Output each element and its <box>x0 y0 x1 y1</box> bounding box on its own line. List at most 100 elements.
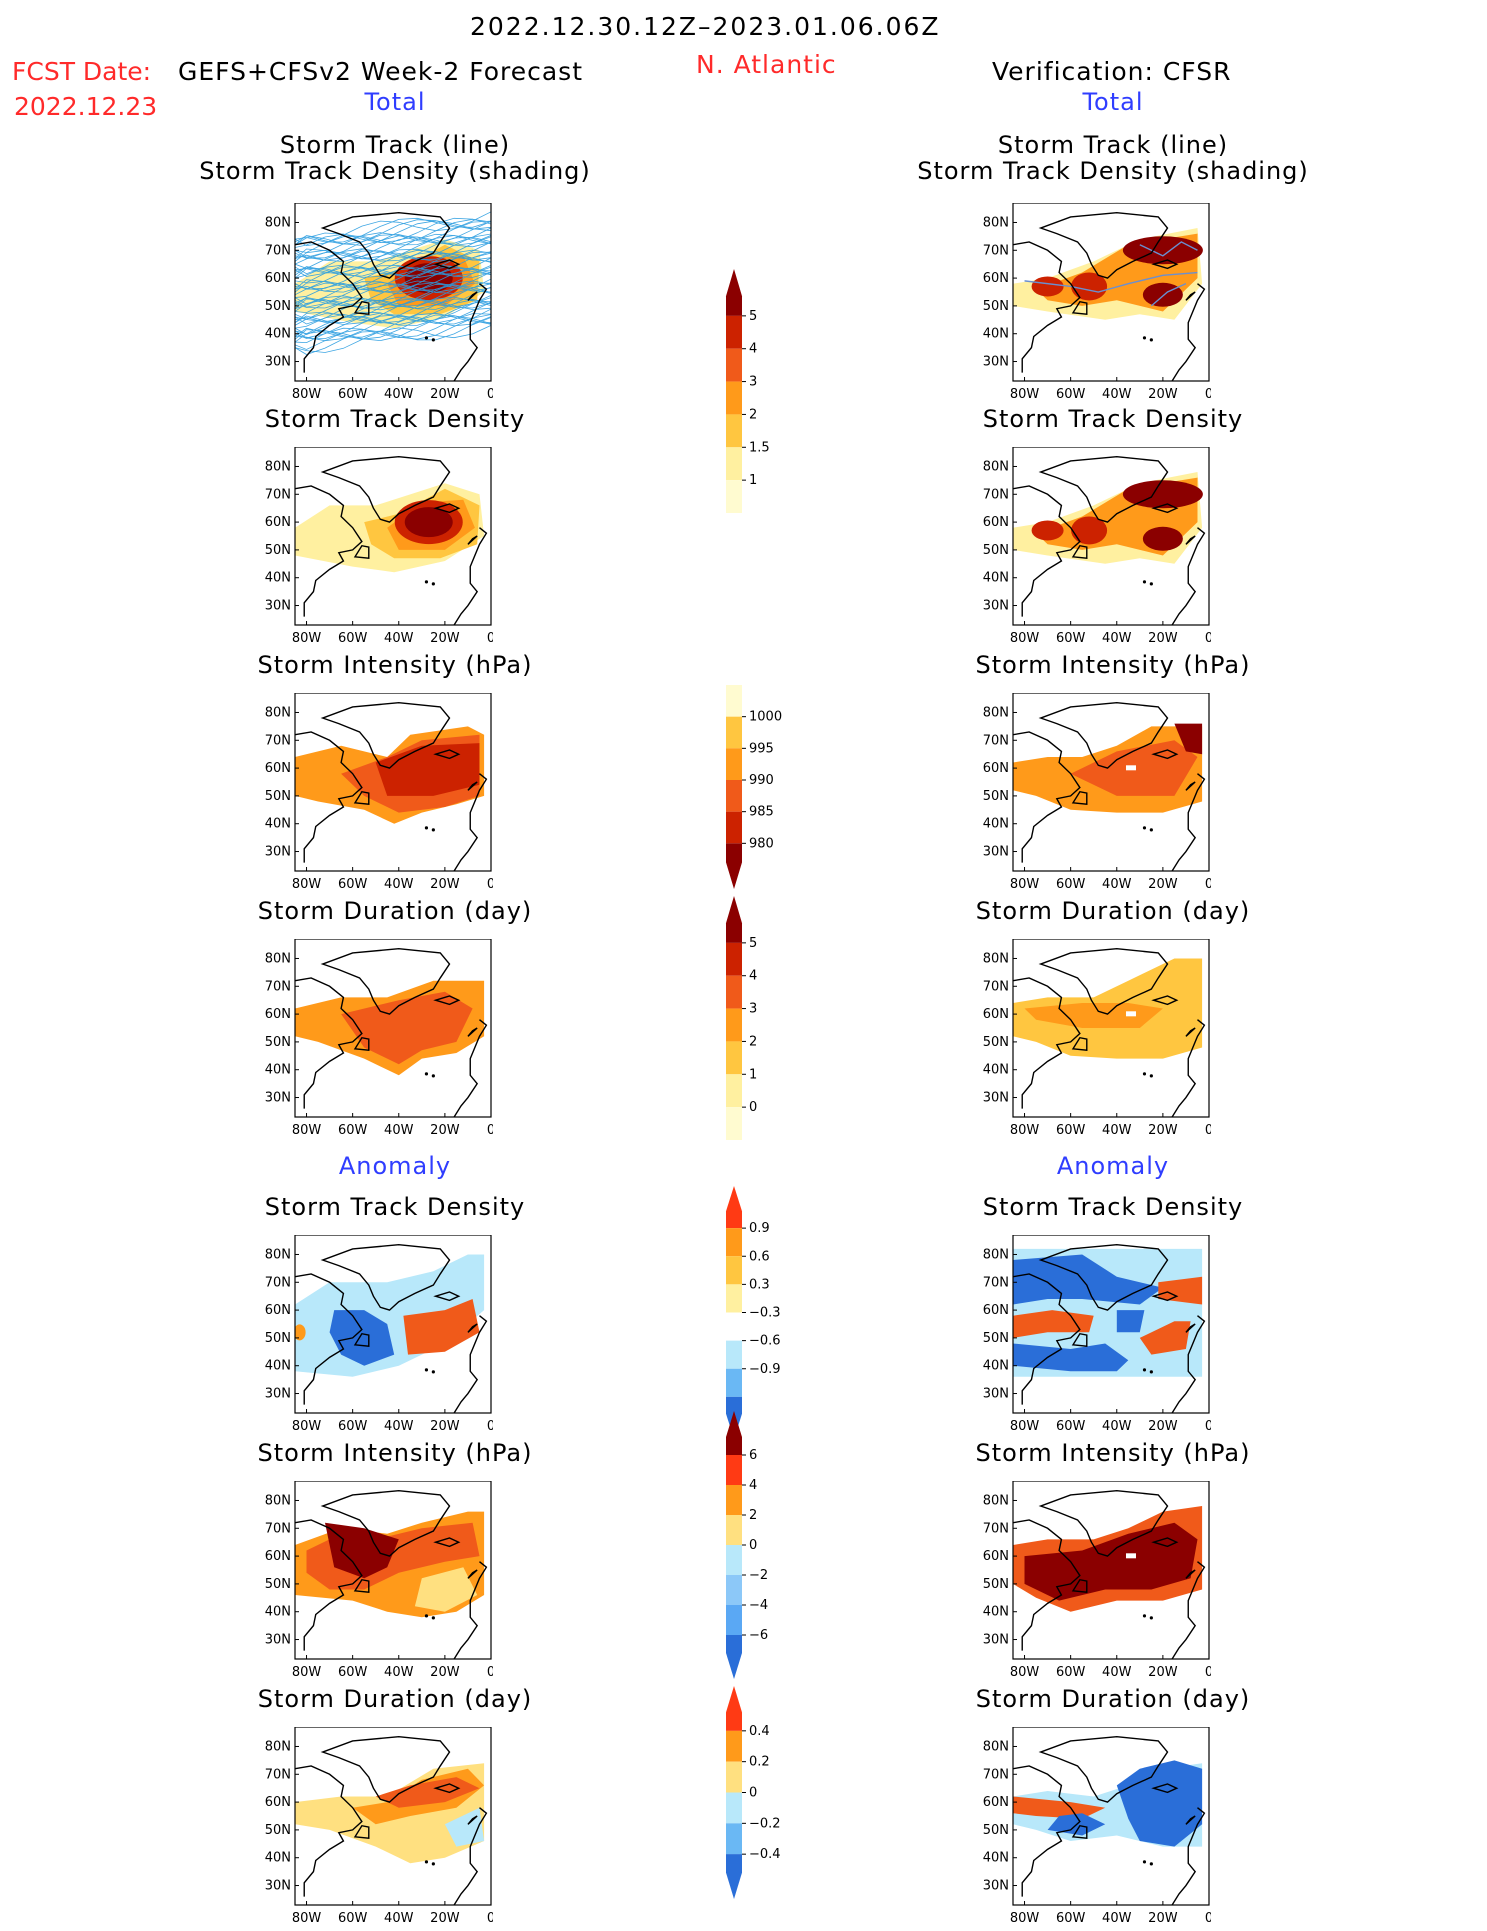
ireland-coast <box>467 1323 478 1333</box>
lon-tick-label: 80W <box>292 387 322 402</box>
shade-2 <box>329 1310 395 1366</box>
shading-layer <box>295 456 488 625</box>
azores-island <box>424 1368 429 1372</box>
lat-tick-label: 60N <box>983 271 1009 286</box>
lon-tick-label: 20W <box>1148 387 1178 402</box>
iceland-coast <box>433 1783 461 1794</box>
map-frame <box>1012 447 1210 626</box>
storm-track <box>295 220 491 253</box>
lon-tick-label: 0 <box>487 1911 493 1926</box>
title-anom-duration-left: Storm Duration (day) <box>257 1685 533 1713</box>
lon-tick-label: 80W <box>292 1911 322 1926</box>
storm-track <box>295 301 491 335</box>
colorbar-intensity-anomaly: 6 4 2 0 −2 −4 −6 <box>726 1411 768 1679</box>
colorbar-label: −6 <box>749 1628 768 1643</box>
lon-tick-label: 20W <box>1148 877 1178 892</box>
ireland-coast <box>467 781 478 791</box>
lat-tick-label: 80N <box>265 215 291 230</box>
verification-anom-duration-map: 80N 70N 60N 50N 40N 30N 80W 60W 40W 20W 0 <box>983 1727 1211 1926</box>
lat-tick-label: 50N <box>265 1577 291 1592</box>
colorbar-label: −2 <box>749 1568 768 1583</box>
storm-track-lines <box>1024 241 1198 307</box>
date-range: 2022.12.30.12Z–2023.01.06.06Z <box>470 12 941 41</box>
map-frame <box>294 203 492 382</box>
lat-tick-label: 30N <box>983 1879 1009 1894</box>
lat-tick-label: 60N <box>265 1007 291 1022</box>
ireland-coast <box>467 535 478 545</box>
azores-island <box>1149 1370 1153 1374</box>
colorbar-segment <box>726 685 742 717</box>
colorbar-label: 4 <box>749 969 757 984</box>
shade-4 <box>1071 272 1108 301</box>
colorbar-segment <box>726 843 742 889</box>
shade-2 <box>1013 1254 1163 1305</box>
colorbar-label: −0.2 <box>749 1816 781 1831</box>
iceland-coast <box>1151 503 1179 514</box>
lon-tick-label: 20W <box>1148 1123 1178 1138</box>
azores-island <box>431 1862 435 1866</box>
colorbar-segment <box>726 748 742 780</box>
lat-tick-label: 70N <box>265 1275 291 1290</box>
coastline <box>295 948 488 1117</box>
lat-tick-label: 30N <box>265 599 291 614</box>
iceland-coast <box>433 749 461 760</box>
greenland-coast <box>320 456 451 523</box>
newfoundland-coast <box>1071 1824 1088 1840</box>
lat-tick-label: 80N <box>983 215 1009 230</box>
lon-tick-label: 0 <box>1205 387 1211 402</box>
ireland-coast <box>1185 535 1196 545</box>
ireland-coast <box>1185 1815 1196 1825</box>
colorbar-segment <box>726 1411 742 1455</box>
colorbar-segment <box>726 1041 742 1075</box>
title-duration-left: Storm Duration (day) <box>257 897 533 925</box>
storm-track <box>295 266 491 305</box>
forecast-anom-duration-map: 80N 70N 60N 50N 40N 30N 80W 60W 40W 20W 0 <box>265 1727 493 1926</box>
colorbar-segment <box>726 1605 742 1635</box>
colorbar-label: 980 <box>749 836 774 851</box>
coastline <box>295 1736 488 1905</box>
lat-tick-label: 60N <box>265 1549 291 1564</box>
coastline <box>1013 702 1206 871</box>
shade-3 <box>375 1777 480 1808</box>
colorbar-label: 0.2 <box>749 1755 770 1770</box>
greenland-coast <box>1038 1244 1169 1311</box>
colorbar-label: 4 <box>749 1478 757 1493</box>
colorbar-label: 2 <box>749 1034 757 1049</box>
lat-tick-label: 40N <box>983 817 1009 832</box>
colorbar-label: 4 <box>749 342 757 357</box>
greenland-coast <box>1038 456 1169 523</box>
lon-tick-label: 40W <box>384 631 414 646</box>
ireland-coast <box>467 1815 478 1825</box>
lat-tick-label: 70N <box>265 979 291 994</box>
colorbar-segment <box>726 1284 742 1313</box>
lon-tick-label: 20W <box>430 1911 460 1926</box>
colorbar-segment <box>726 1107 742 1140</box>
greenland-coast <box>1038 212 1169 279</box>
lon-tick-label: 40W <box>384 1123 414 1138</box>
section-anomaly-left: Anomaly <box>338 1152 452 1180</box>
lat-tick-label: 30N <box>983 355 1009 370</box>
greenland-coast <box>1038 702 1169 769</box>
colorbar-intensity-total: 1000 995 990 985 980 <box>726 685 782 889</box>
lon-tick-label: 80W <box>292 1419 322 1434</box>
shading-layer <box>1013 948 1206 1117</box>
colorbar-segment <box>726 1792 742 1824</box>
newfoundland-coast <box>353 300 370 316</box>
azores-island <box>1142 826 1147 830</box>
section-total-right: Total <box>1082 88 1144 116</box>
title-track-shading-left: Storm Track Density (shading) <box>199 157 591 185</box>
europe-africa-coast <box>453 527 488 625</box>
title-intensity-left: Storm Intensity (hPa) <box>257 651 533 679</box>
ireland-coast <box>1185 291 1196 301</box>
lat-tick-label: 70N <box>265 733 291 748</box>
colorbar-segment <box>726 1823 742 1855</box>
lat-tick-label: 80N <box>983 951 1009 966</box>
greenland-coast <box>1038 948 1169 1015</box>
lat-tick-label: 50N <box>265 1035 291 1050</box>
colorbar-segment <box>726 780 742 812</box>
storm-track <box>295 308 491 340</box>
lat-tick-label: 50N <box>265 1331 291 1346</box>
lat-tick-label: 50N <box>983 1331 1009 1346</box>
forecast-intensity-map: 80N 70N 60N 50N 40N 30N 80W 60W 40W 20W 0 <box>265 693 493 892</box>
shade-5 <box>1142 282 1183 307</box>
